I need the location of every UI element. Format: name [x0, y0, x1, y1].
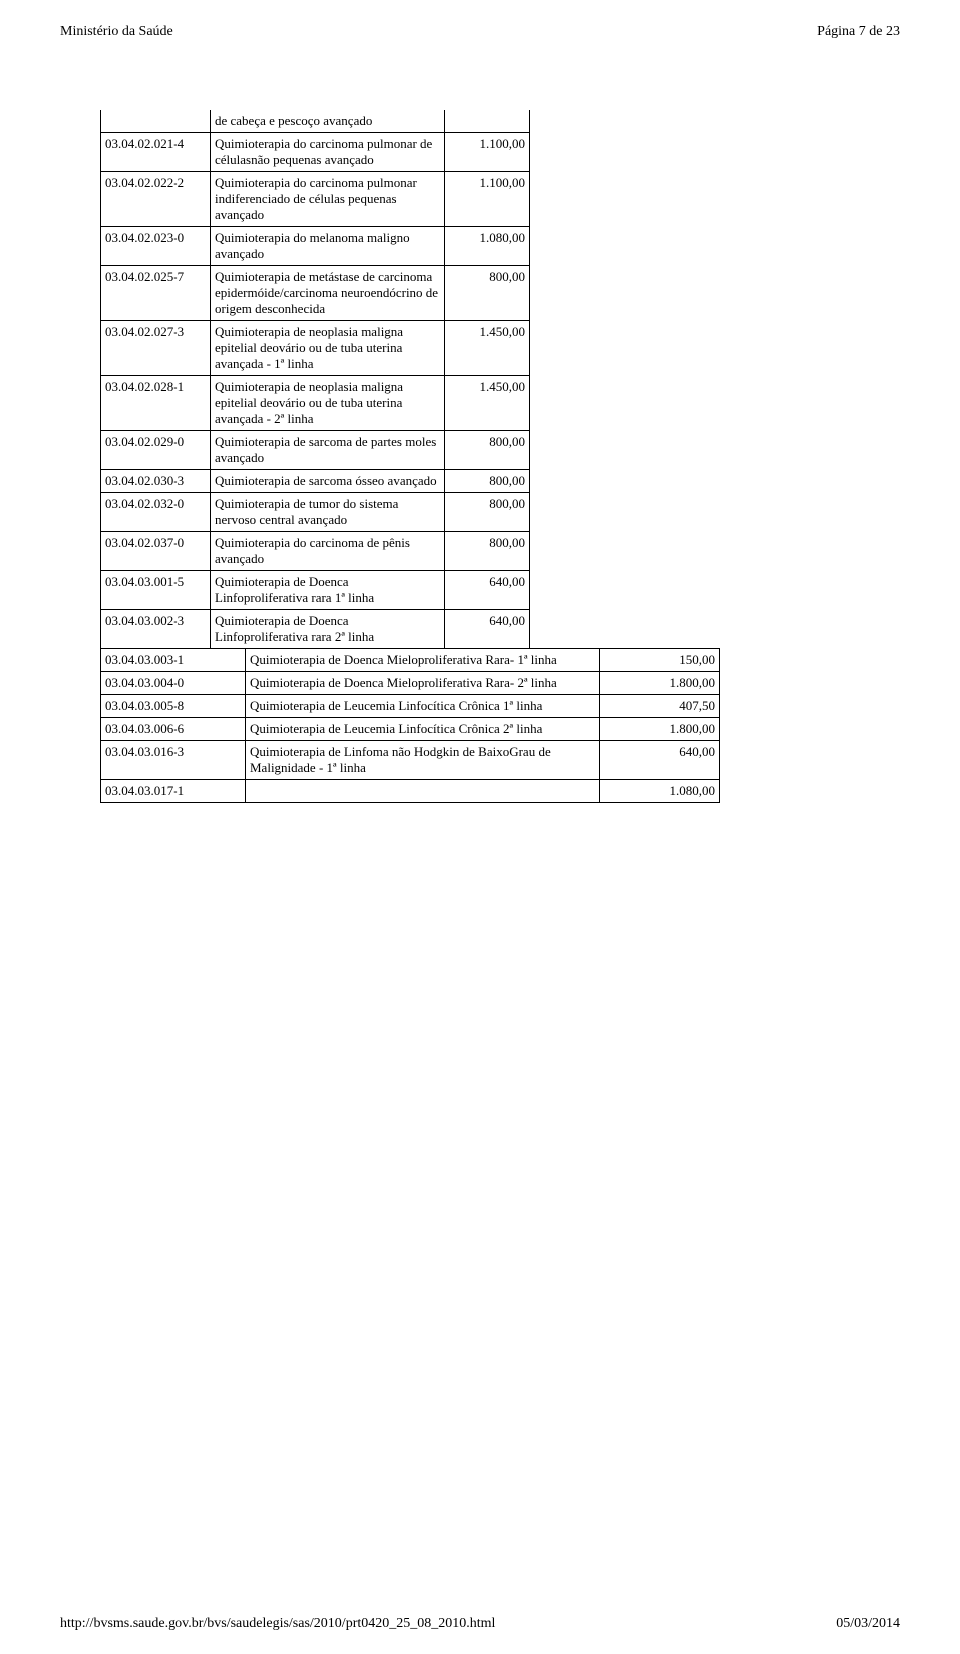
content: de cabeça e pescoço avançado 03.04.02.02…	[60, 110, 900, 803]
cell-value: 1.800,00	[600, 718, 720, 741]
cell-code: 03.04.02.022-2	[101, 172, 211, 227]
cell-code: 03.04.03.001-5	[101, 571, 211, 610]
table-row: 03.04.03.006-6Quimioterapia de Leucemia …	[101, 718, 720, 741]
cell-value: 1.450,00	[445, 321, 530, 376]
table-row-intro: de cabeça e pescoço avançado	[101, 110, 530, 133]
cell-value: 1.450,00	[445, 376, 530, 431]
table-row: 03.04.02.037-0Quimioterapia do carcinoma…	[101, 532, 530, 571]
cell-desc: Quimioterapia de Linfoma não Hodgkin de …	[246, 741, 600, 780]
cell-value: 800,00	[445, 470, 530, 493]
cell-code: 03.04.02.029-0	[101, 431, 211, 470]
cell-desc: Quimioterapia de Doenca Mieloproliferati…	[246, 649, 600, 672]
cell-desc: Quimioterapia de Leucemia Linfocítica Cr…	[246, 695, 600, 718]
table-row: 03.04.03.017-1 1.080,00	[101, 780, 720, 803]
table-row: 03.04.02.028-1Quimioterapia de neoplasia…	[101, 376, 530, 431]
cell-desc: Quimioterapia do carcinoma de pênis avan…	[211, 532, 445, 571]
cell-value: 1.100,00	[445, 172, 530, 227]
cell-value: 640,00	[600, 741, 720, 780]
table-group2: 03.04.03.003-1Quimioterapia de Doenca Mi…	[100, 648, 720, 803]
cell-desc: Quimioterapia de Doenca Linfoproliferati…	[211, 610, 445, 649]
table-row: 03.04.03.016-3Quimioterapia de Linfoma n…	[101, 741, 720, 780]
cell-code: 03.04.03.003-1	[101, 649, 246, 672]
cell-value: 800,00	[445, 532, 530, 571]
table-row: 03.04.03.003-1Quimioterapia de Doenca Mi…	[101, 649, 720, 672]
cell-code: 03.04.03.004-0	[101, 672, 246, 695]
cell-code: 03.04.03.006-6	[101, 718, 246, 741]
cell-desc: Quimioterapia de neoplasia maligna epite…	[211, 321, 445, 376]
cell-value: 800,00	[445, 493, 530, 532]
page-header: Ministério da Saúde Página 7 de 23	[60, 24, 900, 40]
cell-value: 1.080,00	[600, 780, 720, 803]
cell-code: 03.04.03.017-1	[101, 780, 246, 803]
cell-desc: Quimioterapia do carcinoma pulmonar de c…	[211, 133, 445, 172]
cell-code: 03.04.03.016-3	[101, 741, 246, 780]
cell-code: 03.04.02.032-0	[101, 493, 211, 532]
table-row: 03.04.02.032-0Quimioterapia de tumor do …	[101, 493, 530, 532]
footer-url: http://bvsms.saude.gov.br/bvs/saudelegis…	[60, 1616, 495, 1632]
cell-desc: Quimioterapia de metástase de carcinoma …	[211, 266, 445, 321]
cell-desc: Quimioterapia de neoplasia maligna epite…	[211, 376, 445, 431]
cell-value: 640,00	[445, 571, 530, 610]
cell-desc: Quimioterapia de Doenca Mieloproliferati…	[246, 672, 600, 695]
table-row: 03.04.02.030-3Quimioterapia de sarcoma ó…	[101, 470, 530, 493]
cell-desc: Quimioterapia do melanoma maligno avança…	[211, 227, 445, 266]
table-row: 03.04.02.022-2Quimioterapia do carcinoma…	[101, 172, 530, 227]
page: Ministério da Saúde Página 7 de 23 de ca…	[0, 0, 960, 1654]
table-row: 03.04.02.027-3Quimioterapia de neoplasia…	[101, 321, 530, 376]
cell-desc: Quimioterapia de sarcoma ósseo avançado	[211, 470, 445, 493]
cell-value: 150,00	[600, 649, 720, 672]
cell-desc: Quimioterapia de Doenca Linfoproliferati…	[211, 571, 445, 610]
page-footer: http://bvsms.saude.gov.br/bvs/saudelegis…	[60, 1616, 900, 1632]
table-row: 03.04.03.005-8Quimioterapia de Leucemia …	[101, 695, 720, 718]
footer-date: 05/03/2014	[836, 1616, 900, 1632]
cell-desc: Quimioterapia de sarcoma de partes moles…	[211, 431, 445, 470]
table-row: 03.04.02.021-4Quimioterapia do carcinoma…	[101, 133, 530, 172]
header-page: Página 7 de 23	[817, 24, 900, 40]
intro-val	[445, 110, 530, 133]
cell-value: 1.800,00	[600, 672, 720, 695]
cell-code: 03.04.02.030-3	[101, 470, 211, 493]
cell-value: 800,00	[445, 431, 530, 470]
cell-value: 407,50	[600, 695, 720, 718]
cell-code: 03.04.02.027-3	[101, 321, 211, 376]
intro-desc: de cabeça e pescoço avançado	[211, 110, 445, 133]
cell-value: 640,00	[445, 610, 530, 649]
table-row: 03.04.02.025-7Quimioterapia de metástase…	[101, 266, 530, 321]
table-row: 03.04.03.001-5Quimioterapia de Doenca Li…	[101, 571, 530, 610]
header-org: Ministério da Saúde	[60, 24, 173, 40]
cell-value: 800,00	[445, 266, 530, 321]
cell-code: 03.04.03.002-3	[101, 610, 211, 649]
table-row: 03.04.03.002-3Quimioterapia de Doenca Li…	[101, 610, 530, 649]
cell-code: 03.04.02.028-1	[101, 376, 211, 431]
intro-code	[101, 110, 211, 133]
cell-desc: Quimioterapia de tumor do sistema nervos…	[211, 493, 445, 532]
cell-code: 03.04.02.025-7	[101, 266, 211, 321]
table-row: 03.04.02.023-0Quimioterapia do melanoma …	[101, 227, 530, 266]
cell-value: 1.100,00	[445, 133, 530, 172]
table-row: 03.04.02.029-0Quimioterapia de sarcoma d…	[101, 431, 530, 470]
cell-value: 1.080,00	[445, 227, 530, 266]
table-row: 03.04.03.004-0Quimioterapia de Doenca Mi…	[101, 672, 720, 695]
cell-desc	[246, 780, 600, 803]
cell-code: 03.04.02.021-4	[101, 133, 211, 172]
cell-code: 03.04.03.005-8	[101, 695, 246, 718]
table-group1: de cabeça e pescoço avançado 03.04.02.02…	[100, 110, 530, 649]
cell-desc: Quimioterapia do carcinoma pulmonar indi…	[211, 172, 445, 227]
cell-code: 03.04.02.023-0	[101, 227, 211, 266]
cell-code: 03.04.02.037-0	[101, 532, 211, 571]
cell-desc: Quimioterapia de Leucemia Linfocítica Cr…	[246, 718, 600, 741]
